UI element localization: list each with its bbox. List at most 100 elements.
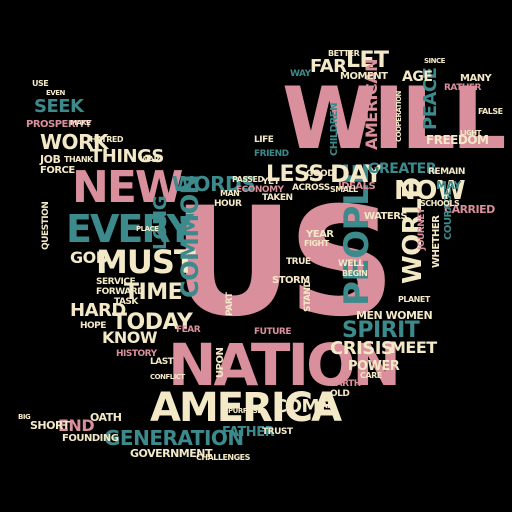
word-every: EVERY: [66, 207, 194, 251]
word-oath: OATH: [90, 411, 122, 424]
word-begin: BEGIN: [342, 269, 368, 278]
word-place: PLACE: [136, 225, 159, 233]
word-fail: FAIL: [316, 401, 336, 411]
word-government: GOVERNMENT: [130, 447, 212, 460]
word-america: AMERICA: [150, 385, 342, 431]
word-nation: NATION: [168, 331, 401, 399]
word-new: NEW: [72, 162, 183, 213]
word-hard: HARD: [70, 300, 126, 321]
word-service: SERVICE: [96, 277, 136, 287]
word-children: CHILDREN: [329, 102, 340, 156]
word-remain: REMAIN: [428, 167, 465, 177]
word-life: LIFE: [254, 135, 274, 145]
word-since: SINCE: [424, 57, 445, 65]
word-hour: HOUR: [214, 199, 242, 209]
word-fear: FEAR: [176, 325, 201, 335]
word-future: FUTURE: [254, 327, 291, 337]
word-prosperity: PROSPERITY: [26, 119, 92, 130]
word-passed: PASSED: [232, 175, 264, 184]
word-crisis: CRISIS: [330, 338, 394, 359]
word-yet: YET: [262, 177, 280, 187]
word-less: LESS: [266, 162, 324, 187]
word-us: US: [172, 176, 396, 350]
word-know: KNOW: [102, 328, 158, 347]
word-war: WAR: [140, 155, 160, 164]
word-things: THINGS: [90, 146, 164, 167]
word-waters: WATERS: [364, 211, 408, 222]
word-trust: TRUST: [262, 427, 293, 437]
word-forward: FORWARD: [96, 287, 145, 297]
word-courage: COURAGE: [443, 189, 454, 240]
word-age: AGE: [402, 69, 433, 85]
word-task: TASK: [114, 297, 138, 307]
word-seek: SEEK: [34, 96, 84, 117]
word-use: USE: [32, 79, 49, 88]
word-now: NOW: [394, 176, 466, 206]
word-hatred: HATRED: [90, 135, 124, 144]
word-good: GOOD: [306, 169, 335, 179]
word-greater: GREATER: [368, 161, 436, 177]
word-god: GOD: [70, 248, 109, 267]
word-purpose: PURPOSE: [228, 407, 262, 415]
word-history: HISTORY: [116, 349, 157, 359]
word-time: TIME: [124, 280, 183, 305]
word-old: OLD: [330, 389, 350, 399]
word-way: WAY: [290, 69, 311, 79]
word-false: FALSE: [478, 107, 503, 116]
word-come: COME: [274, 396, 331, 417]
word-man: MAN: [220, 189, 240, 198]
word-well: WELL: [338, 259, 364, 269]
word-founding: FOUNDING: [62, 433, 119, 444]
word-end: END: [58, 416, 95, 435]
word-better: BETTER: [328, 49, 360, 58]
word-economy: ECONOMY: [236, 185, 284, 195]
word-let: LET: [346, 48, 389, 73]
word-challenges: CHALLENGES: [196, 453, 250, 462]
word-big: BIG: [18, 413, 31, 421]
word-earth: EARTH: [330, 379, 361, 389]
word-job: JOB: [40, 153, 61, 166]
word-true: TRUE: [286, 257, 311, 267]
word-taken: TAKEN: [262, 193, 293, 203]
word-freedom: FREEDOM: [426, 133, 489, 147]
word-conflict: CONFLICT: [150, 373, 185, 381]
word-journey: JOURNEY: [417, 208, 427, 250]
word-schools: SCHOOLS: [420, 199, 460, 208]
word-far: FAR: [310, 56, 347, 77]
word-even: EVEN: [46, 89, 65, 97]
word-cooperation: COOPERATION: [395, 91, 403, 142]
word-light: LIGHT: [460, 129, 481, 137]
word-moment: MOMENT: [340, 71, 388, 82]
word-generation: GENERATION: [104, 426, 244, 450]
word-force: FORCE: [40, 165, 75, 176]
word-will: WILL: [282, 69, 506, 169]
word-long: LONG: [150, 196, 171, 250]
word-hope: HOPE: [80, 321, 106, 331]
word-planet: PLANET: [398, 295, 430, 304]
word-part: PART: [225, 292, 235, 316]
word-must: MUST: [96, 243, 196, 281]
word-may: MAY: [436, 179, 461, 192]
word-year: YEAR: [306, 229, 334, 240]
word-small: SMALL: [330, 185, 358, 194]
word-spirit: SPIRIT: [342, 318, 420, 343]
word-thank: THANK: [64, 155, 93, 164]
word-rather: RATHER: [444, 83, 481, 93]
word-last: LAST: [150, 357, 174, 367]
word-ideals: IDEALS: [338, 181, 376, 192]
word-fight: FIGHT: [304, 239, 329, 248]
word-many: MANY: [460, 73, 492, 84]
word-meet: MEET: [390, 338, 437, 357]
word-carried: CARRIED: [444, 203, 495, 216]
word-short: SHORT: [30, 419, 70, 432]
word-make: MAKE: [70, 119, 91, 127]
word-day: DAY: [330, 160, 383, 188]
word-power: POWER: [348, 359, 400, 374]
word-across: ACROSS: [292, 183, 330, 193]
word-upon: UPON: [215, 347, 226, 378]
word-question: QUESTION: [41, 201, 51, 250]
word-friend: FRIEND: [254, 149, 289, 159]
word-stand: STAND: [303, 280, 313, 312]
word-care: CARE: [360, 371, 382, 380]
